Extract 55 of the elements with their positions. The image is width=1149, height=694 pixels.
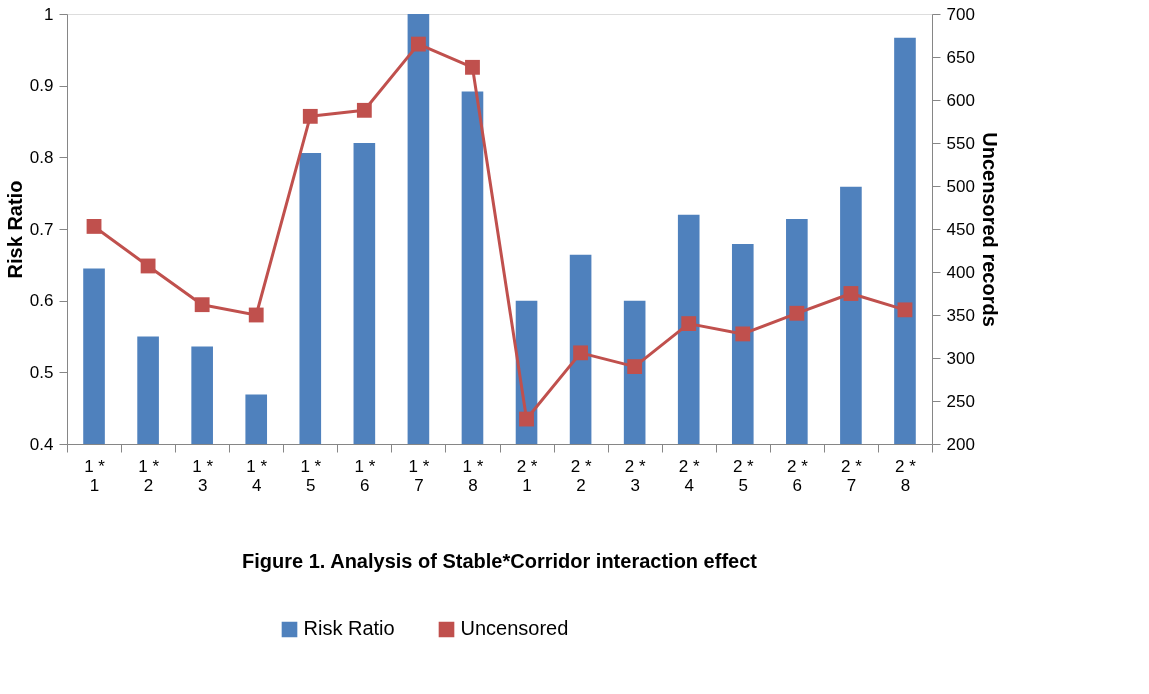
point (573, 345, 589, 361)
x-tick-label: 2 * 2 (570, 456, 592, 495)
y2-tick-label: 500 (946, 176, 975, 196)
y-tick-label: 0.7 (29, 219, 54, 239)
x-tick-label: 1 * 5 (300, 456, 322, 495)
x-tick-label: 1 * 3 (192, 456, 214, 495)
point (140, 258, 156, 274)
x-tick-label: 2 * 4 (678, 456, 700, 495)
point (302, 108, 318, 124)
y-axis-title: Risk Ratio (3, 180, 26, 279)
y-tick-label: 0.9 (29, 76, 54, 96)
y2-tick-label: 350 (946, 305, 975, 325)
point (410, 36, 426, 52)
x-tick-label: 1 * 1 (84, 456, 106, 495)
point (465, 59, 480, 75)
y2-tick-label: 700 (946, 4, 975, 24)
legend-label: Uncensored (460, 617, 569, 640)
x-tick-label: 2 * 7 (841, 456, 863, 495)
y2-tick-label: 250 (946, 391, 975, 411)
y2-tick-label: 400 (946, 262, 975, 282)
x-tick-label: 1 * 8 (462, 456, 484, 495)
point (735, 326, 751, 342)
x-tick-label: 2 * 6 (786, 456, 809, 495)
x-tick-label: 1 * 6 (354, 456, 376, 495)
point (519, 411, 534, 427)
y-tick-label: 0.4 (29, 434, 54, 454)
y-tick-label: 0.8 (29, 147, 54, 167)
x-tick-label: 1 * 4 (246, 456, 268, 495)
text: Figure 1. Analysis of Stable*Corridor interaction effect (242, 550, 758, 572)
point (843, 286, 859, 301)
x-tick-label: 1 * 7 (408, 456, 430, 495)
y2-tick-label: 650 (946, 47, 975, 67)
point (681, 316, 697, 332)
y2-axis-title: Uncensored records (978, 132, 1001, 327)
point (356, 102, 372, 118)
x-tick-label: 2 * 3 (624, 456, 646, 495)
legend-label: Risk Ratio (303, 617, 395, 640)
y2-tick-label: 550 (946, 133, 975, 153)
point (86, 219, 102, 234)
x-tick-label: 2 * 8 (895, 456, 917, 495)
x-tick-label: 2 * 1 (516, 456, 538, 495)
y2-tick-label: 200 (946, 434, 975, 454)
y2-tick-label: 300 (946, 348, 975, 368)
y-tick-label: 1 (44, 4, 54, 24)
y-tick-label: 0.6 (29, 291, 54, 311)
point (627, 359, 643, 375)
point (789, 305, 805, 321)
point (897, 302, 913, 318)
x-tick-label: 2 * 5 (732, 456, 755, 495)
y-tick-label: 0.5 (29, 362, 54, 382)
y2-tick-label: 600 (946, 90, 975, 110)
point (194, 297, 210, 313)
y2-tick-label: 450 (946, 219, 975, 239)
x-tick-label: 1 * 2 (138, 456, 160, 495)
point (248, 307, 264, 323)
